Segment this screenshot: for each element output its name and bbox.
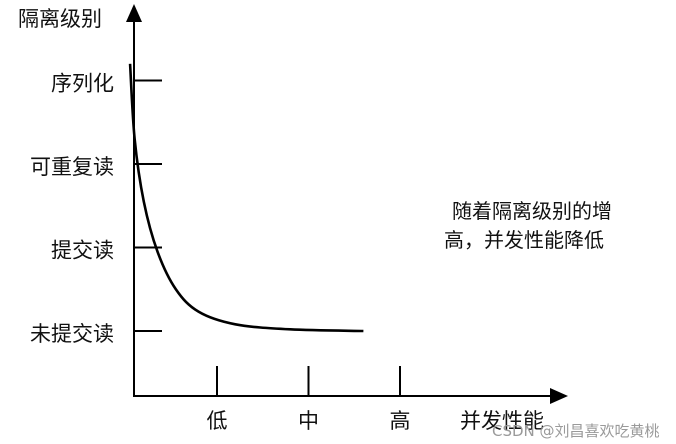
x-tick-labels: 低中高: [207, 409, 411, 433]
y-tick-labels: 未提交读 提交读 可重复读 序列化: [30, 72, 114, 347]
annotation-line-2: 高，并发性能降低: [444, 228, 604, 252]
y-ticks: [134, 79, 162, 332]
x-tick-label: 高: [390, 409, 411, 433]
x-tick-label: 低: [207, 409, 228, 433]
y-tick-label: 可重复读: [30, 155, 114, 179]
performance-curve: [128, 63, 364, 333]
x-tick-label: 中: [298, 409, 319, 433]
watermark: CSDN @刘昌喜欢吃黄桃: [492, 422, 660, 440]
x-axis-title: 并发性能: [460, 409, 544, 433]
y-tick-label: 提交读: [51, 239, 114, 263]
x-ticks: [216, 366, 401, 396]
y-tick-label: 未提交读: [30, 322, 114, 346]
annotation-line-1: 随着隔离级别的增: [452, 199, 612, 223]
y-axis-title: 隔离级别: [18, 7, 102, 31]
y-tick-label: 序列化: [51, 72, 114, 96]
